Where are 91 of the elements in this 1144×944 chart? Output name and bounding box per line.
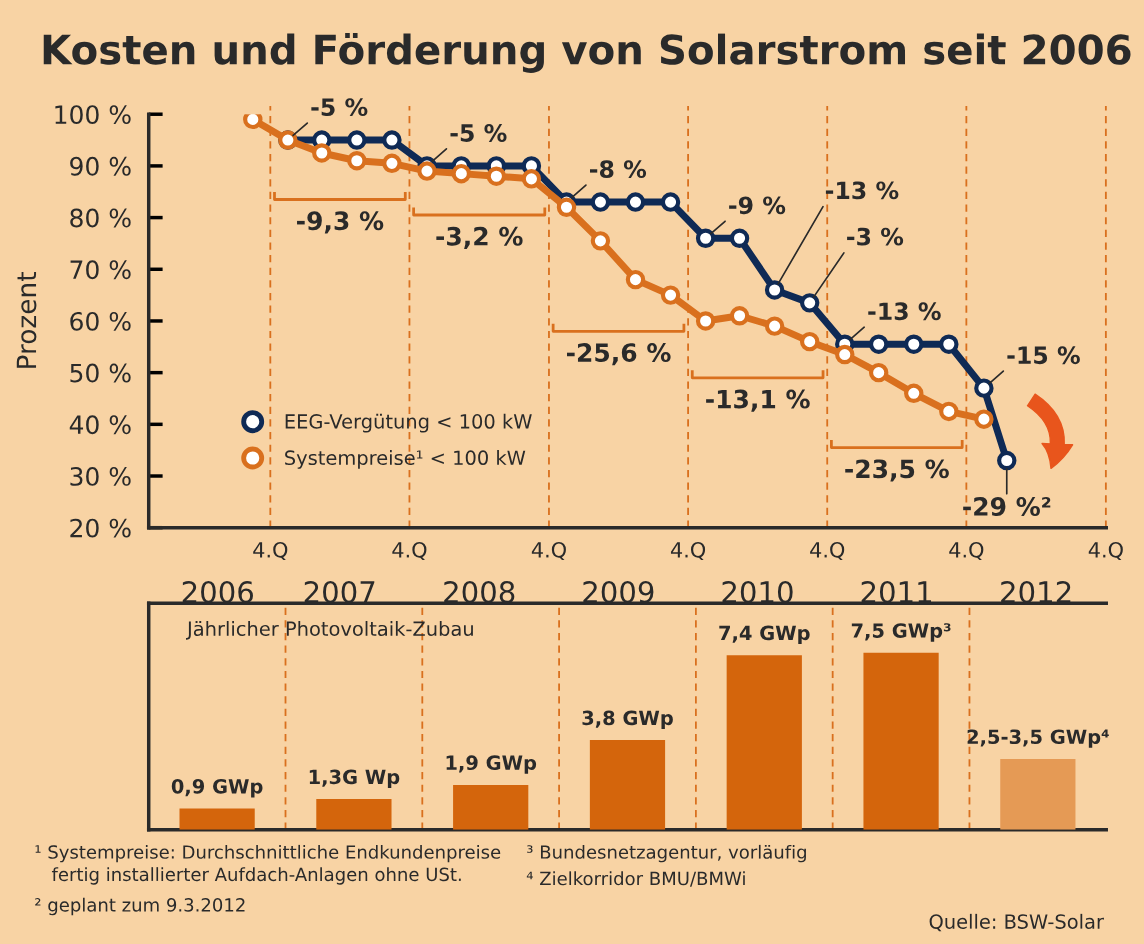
bar [316, 799, 392, 830]
bar [453, 784, 529, 830]
x2-tick-label: 2007 [304, 580, 375, 604]
point [974, 409, 994, 429]
point [695, 228, 716, 248]
point [625, 192, 646, 212]
point [660, 285, 681, 305]
point [939, 401, 959, 422]
point [590, 231, 611, 251]
point [556, 197, 577, 217]
point [486, 166, 507, 186]
y-tick-label: 100 % [55, 105, 131, 125]
point [347, 151, 367, 171]
chart-title: Jährlicher Photovoltaik-Zubau [186, 620, 473, 640]
x-tick-label: 4.Q [253, 541, 288, 561]
y-axis-title: Prozent [16, 272, 37, 368]
data-label: 1,9 GWp [446, 755, 537, 774]
data-label: 7,4 GWp [719, 625, 810, 645]
chart-title: Kosten und Förderung von Solarstrom seit 2006 [43, 33, 1131, 73]
point [729, 306, 750, 326]
bar [726, 655, 802, 830]
y-tick-label: 90 % [70, 156, 131, 176]
data-label: 0,9 GWp [171, 778, 263, 798]
annotation: -9,3 % [297, 211, 384, 234]
x-tick-label: 4.Q [949, 541, 984, 561]
point [382, 130, 402, 150]
bar [179, 808, 255, 830]
legend-label: Systempreise¹ < 100 kW [285, 450, 526, 469]
point [904, 383, 924, 404]
annotation: -8 % [590, 160, 647, 179]
data-label: 7,5 GWp³ [851, 623, 951, 642]
point [868, 362, 889, 383]
point [764, 280, 785, 300]
point [312, 143, 332, 163]
annotation: -25,6 % [566, 343, 671, 366]
data-label: 1,3G Wp [309, 769, 400, 788]
x-tick-label: 4.Q [670, 541, 706, 561]
y-tick-label: 80 % [70, 208, 131, 228]
x-tick-label: 4.Q [531, 541, 566, 561]
text: ¹ Systempreise: Durchschnittliche Endkundenpreise fertig installierter Aufdach-Anlagen ohne USt. [35, 844, 501, 885]
point [764, 316, 785, 336]
bar [1000, 758, 1076, 830]
x-tick-label: 4.Q [1088, 541, 1123, 561]
point [625, 269, 646, 290]
point [417, 161, 437, 181]
annotation: -5 % [311, 98, 368, 117]
annotation: -13 % [825, 181, 899, 200]
annotation: -23,5 % [845, 459, 949, 482]
source-note: Quelle: BSW-Solar [929, 913, 1104, 932]
bar [589, 740, 666, 830]
text: ⁴ Zielkorridor BMU/BMWi [526, 871, 745, 887]
x2-tick-label: 2006 [182, 580, 253, 604]
y-tick-label: 50 % [70, 363, 131, 383]
annotation: -13,1 % [706, 389, 810, 412]
x2-tick-label: 2009 [583, 580, 654, 604]
data-label: 2,5-3,5 GWp⁴ [967, 729, 1109, 748]
annotation: -5 % [450, 124, 507, 142]
point [347, 130, 367, 150]
point [729, 228, 750, 248]
annotation: -13 % [868, 302, 941, 321]
y-tick-label: 40 % [69, 415, 131, 435]
point [868, 334, 889, 354]
annotation: -29 %² [963, 497, 1051, 516]
point [939, 334, 959, 354]
text: ³ Bundesnetzagentur, vorläufig [527, 844, 806, 863]
point [590, 192, 611, 212]
point [799, 331, 820, 352]
point [695, 311, 716, 331]
y-tick-label: 20 % [70, 518, 131, 538]
text: ² geplant zum 9.3.2012 [35, 897, 245, 916]
data-label: 3,8 GWp [582, 710, 673, 729]
annotation: -3 % [847, 227, 904, 246]
x-tick-label: 4.Q [810, 541, 845, 561]
x-tick-label: 4.Q [392, 541, 427, 561]
y-tick-label: 30 % [70, 466, 131, 486]
annotation: -15 % [1007, 346, 1080, 365]
point [835, 344, 855, 365]
legend-label: EEG-Vergütung < 100 kW [285, 413, 532, 433]
annotation: -3,2 % [436, 226, 523, 249]
point [997, 450, 1017, 471]
point [799, 293, 820, 313]
point [451, 163, 472, 184]
point [521, 169, 542, 189]
point [974, 378, 994, 398]
point [904, 334, 924, 354]
point [660, 192, 681, 212]
bar [863, 652, 939, 830]
y-tick-label: 60 % [70, 311, 131, 331]
point [382, 153, 402, 174]
annotation: -9 % [729, 196, 786, 215]
y-tick-label: 70 % [70, 260, 131, 280]
